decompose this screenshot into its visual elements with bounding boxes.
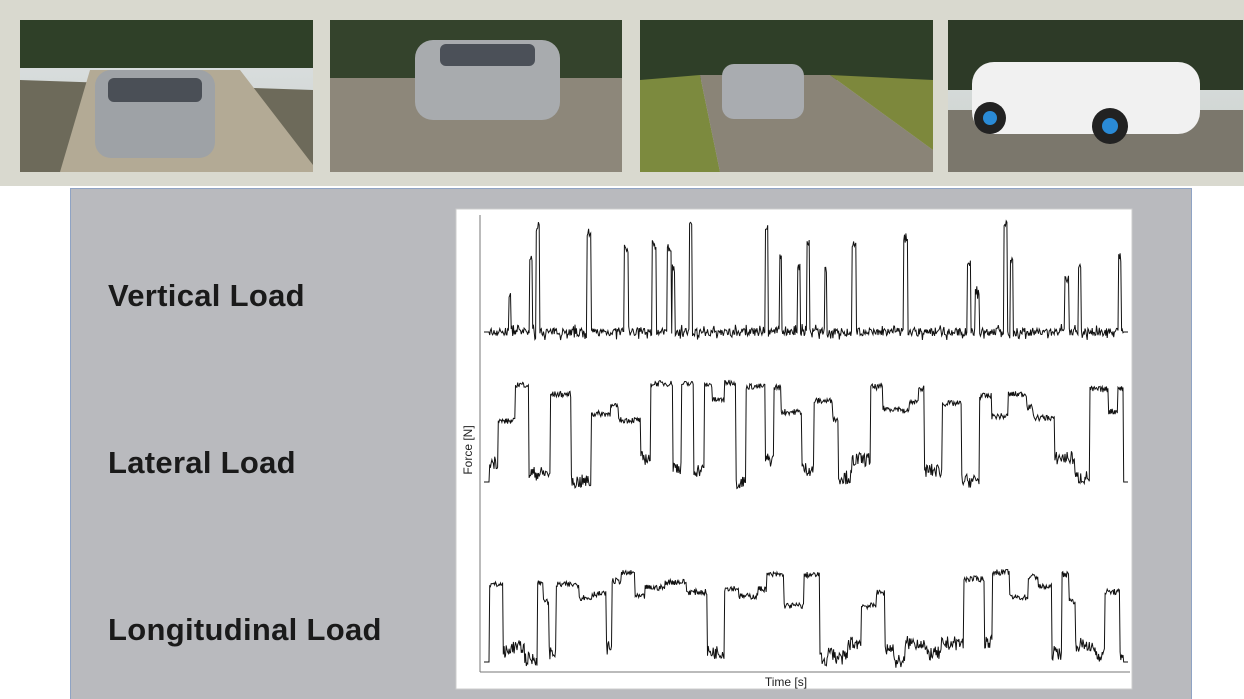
load-label: Lateral Load <box>108 445 296 480</box>
photo <box>330 20 622 172</box>
photo <box>20 20 313 172</box>
plot-area <box>456 209 1132 689</box>
load-label: Longitudinal Load <box>108 612 382 647</box>
load-label: Vertical Load <box>108 278 305 313</box>
photo <box>948 20 1243 172</box>
x-axis-label: Time [s] <box>765 675 807 689</box>
page: Vertical Load Lateral Load Longitudinal … <box>0 0 1244 699</box>
y-axis-label: Force [N] <box>461 425 475 474</box>
slide: Vertical Load Lateral Load Longitudinal … <box>0 0 1244 699</box>
photo <box>640 20 933 172</box>
